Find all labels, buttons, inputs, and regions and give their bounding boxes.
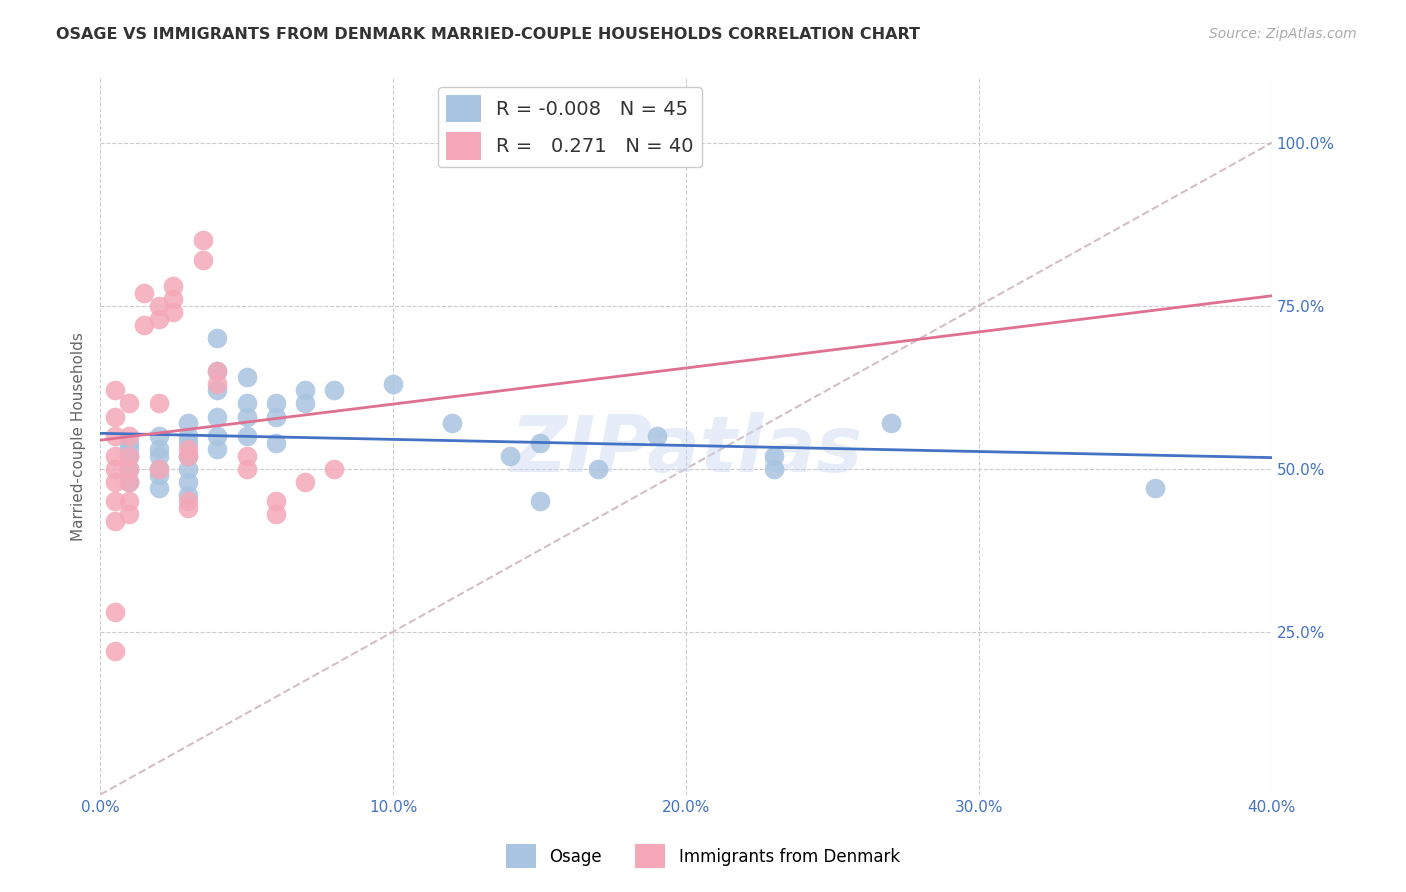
Point	[118, 449, 141, 463]
Point	[104, 494, 127, 508]
Point	[323, 461, 346, 475]
Point	[207, 376, 229, 391]
Point	[177, 429, 200, 443]
Point	[177, 442, 200, 456]
Point	[235, 409, 257, 424]
Point	[440, 416, 463, 430]
Point	[207, 331, 229, 345]
Point	[207, 409, 229, 424]
Point	[177, 500, 200, 515]
Point	[162, 305, 184, 319]
Y-axis label: Married-couple Households: Married-couple Households	[72, 332, 86, 541]
Point	[148, 442, 170, 456]
Point	[1143, 481, 1166, 495]
Point	[132, 285, 155, 300]
Point	[118, 494, 141, 508]
Point	[148, 461, 170, 475]
Point	[118, 435, 141, 450]
Point	[529, 435, 551, 450]
Point	[177, 461, 200, 475]
Point	[177, 435, 200, 450]
Point	[294, 475, 316, 489]
Point	[529, 494, 551, 508]
Point	[148, 311, 170, 326]
Point	[235, 449, 257, 463]
Point	[177, 416, 200, 430]
Point	[104, 409, 127, 424]
Point	[104, 605, 127, 619]
Point	[104, 429, 127, 443]
Point	[148, 468, 170, 483]
Text: ZIPatlas: ZIPatlas	[510, 412, 862, 489]
Point	[132, 318, 155, 333]
Point	[207, 384, 229, 398]
Point	[148, 396, 170, 410]
Point	[118, 396, 141, 410]
Point	[118, 461, 141, 475]
Legend: Osage, Immigrants from Denmark: Osage, Immigrants from Denmark	[499, 838, 907, 875]
Point	[148, 481, 170, 495]
Text: Source: ZipAtlas.com: Source: ZipAtlas.com	[1209, 27, 1357, 41]
Point	[264, 435, 287, 450]
Point	[645, 429, 668, 443]
Point	[235, 429, 257, 443]
Point	[148, 429, 170, 443]
Point	[762, 449, 785, 463]
Point	[382, 376, 405, 391]
Point	[162, 279, 184, 293]
Point	[207, 429, 229, 443]
Point	[235, 396, 257, 410]
Point	[586, 461, 609, 475]
Point	[323, 384, 346, 398]
Point	[264, 409, 287, 424]
Point	[207, 364, 229, 378]
Point	[104, 514, 127, 528]
Point	[177, 475, 200, 489]
Point	[264, 396, 287, 410]
Point	[118, 449, 141, 463]
Point	[235, 370, 257, 384]
Point	[118, 442, 141, 456]
Point	[499, 449, 522, 463]
Point	[148, 461, 170, 475]
Point	[118, 475, 141, 489]
Point	[148, 449, 170, 463]
Point	[264, 494, 287, 508]
Point	[162, 292, 184, 306]
Point	[880, 416, 903, 430]
Point	[104, 475, 127, 489]
Point	[177, 494, 200, 508]
Point	[104, 384, 127, 398]
Point	[207, 364, 229, 378]
Point	[207, 442, 229, 456]
Point	[104, 461, 127, 475]
Point	[191, 252, 214, 267]
Point	[148, 299, 170, 313]
Point	[177, 449, 200, 463]
Point	[191, 234, 214, 248]
Point	[294, 384, 316, 398]
Point	[762, 461, 785, 475]
Point	[118, 475, 141, 489]
Point	[118, 461, 141, 475]
Point	[118, 508, 141, 522]
Point	[177, 488, 200, 502]
Point	[118, 429, 141, 443]
Point	[177, 449, 200, 463]
Point	[235, 461, 257, 475]
Point	[264, 508, 287, 522]
Point	[294, 396, 316, 410]
Point	[104, 449, 127, 463]
Point	[104, 644, 127, 658]
Text: OSAGE VS IMMIGRANTS FROM DENMARK MARRIED-COUPLE HOUSEHOLDS CORRELATION CHART: OSAGE VS IMMIGRANTS FROM DENMARK MARRIED…	[56, 27, 921, 42]
Legend: R = -0.008   N = 45, R =   0.271   N = 40: R = -0.008 N = 45, R = 0.271 N = 40	[437, 87, 702, 168]
